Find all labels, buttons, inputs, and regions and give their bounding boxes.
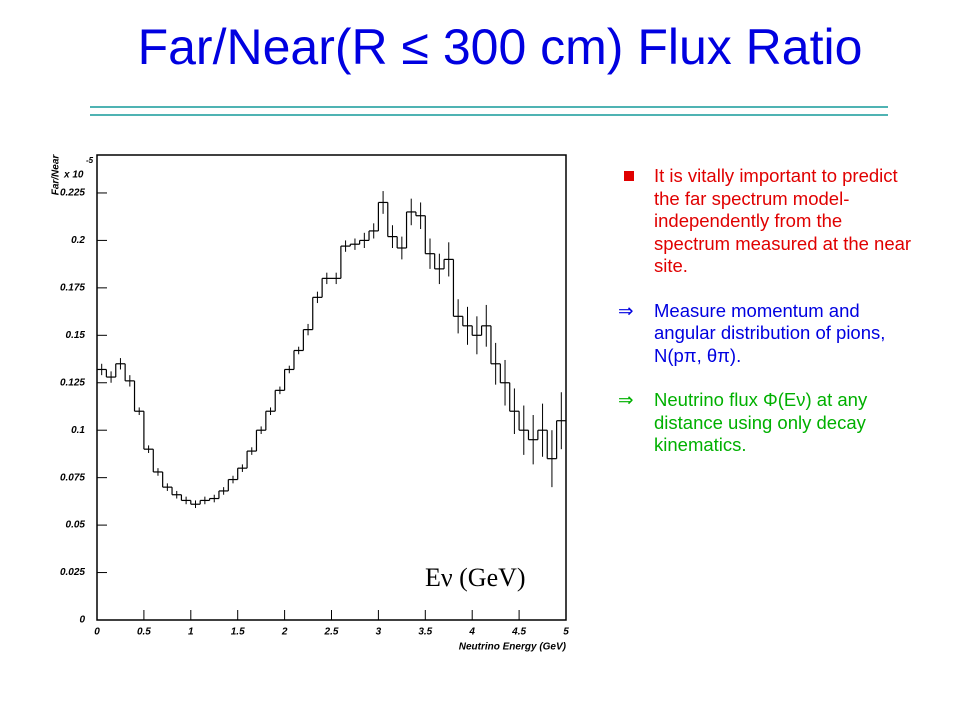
title-rule [90, 106, 888, 108]
x-tick-label: 3.5 [418, 627, 432, 638]
y-tick-label: 0.025 [60, 567, 85, 578]
x-tick-label: 4.5 [511, 627, 526, 638]
y-multiplier-exp: -5 [86, 156, 94, 165]
y-tick-label: 0 [79, 615, 85, 626]
y-tick-label: 0.05 [66, 520, 86, 531]
bullet: ⇒ Measure momentum and angular distributi… [618, 300, 918, 368]
x-tick-label: 3 [376, 627, 382, 638]
y-multiplier: x 10 [63, 170, 84, 181]
bullet-square [624, 171, 634, 181]
x-tick-label: 4 [468, 627, 475, 638]
bullet-list: It is vitally important to predict the f… [618, 165, 918, 479]
y-tick-label: 0.1 [71, 425, 85, 436]
y-tick-label: 0.15 [66, 330, 86, 341]
x-tick-label: 2 [281, 627, 288, 638]
x-axis-label: Neutrino Energy (GeV) [459, 642, 567, 653]
x-tick-label: 2.5 [324, 627, 339, 638]
x-tick-label: 1 [188, 627, 194, 638]
x-tick-label: 1.5 [231, 627, 245, 638]
bullet-text: It is vitally important to predict the f… [654, 165, 912, 276]
y-tick-label: 0.075 [60, 472, 85, 483]
y-axis-label: Far/Near [51, 154, 62, 196]
annotation: Eν (GeV) [425, 563, 526, 592]
y-tick-label: 0.225 [60, 188, 85, 199]
title-rule [90, 114, 888, 116]
bullet-text: Neutrino flux Φ(Eν) at any distance usin… [654, 389, 868, 455]
y-tick-label: 0.125 [60, 377, 85, 388]
bullet-marker: ⇒ [618, 389, 634, 410]
bullet-text: Measure momentum and angular distributio… [654, 299, 886, 366]
slide-title: Far/Near(R ≤ 300 cm) Flux Ratio [137, 19, 863, 75]
y-tick-label: 0.2 [71, 235, 85, 246]
x-tick-label: 0 [94, 627, 100, 638]
bullet-marker: ⇒ [618, 299, 634, 321]
y-tick-label: 0.175 [60, 282, 85, 293]
x-tick-label: 5 [563, 627, 569, 638]
plot-frame [96, 154, 567, 621]
x-tick-label: 0.5 [137, 627, 151, 638]
bullet: ⇒ Neutrino flux Φ(Eν) at any distance usi… [618, 389, 918, 457]
bullet: It is vitally important to predict the f… [618, 165, 918, 278]
